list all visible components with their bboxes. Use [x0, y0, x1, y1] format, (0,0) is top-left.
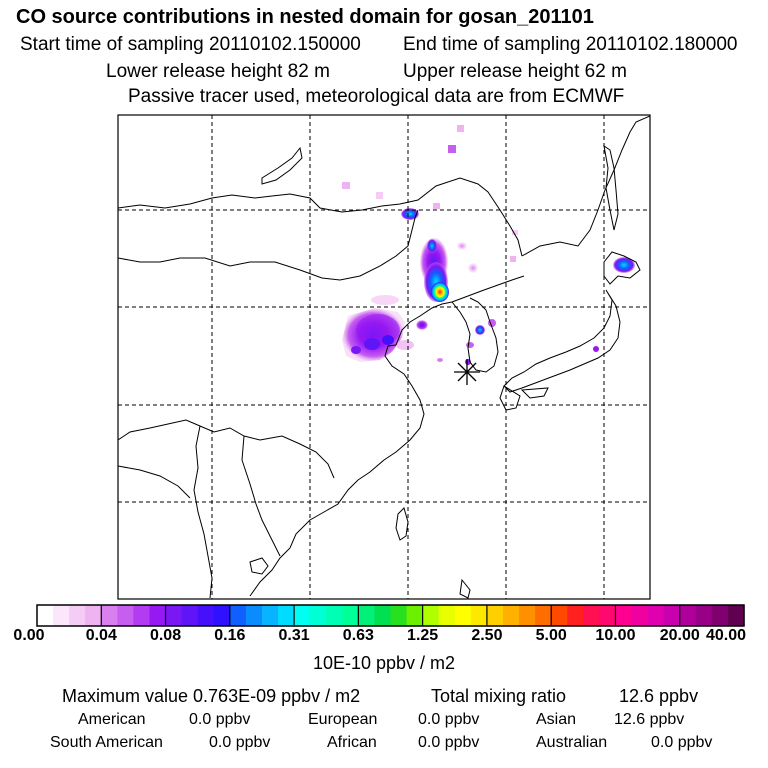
colorbar-swatch	[679, 605, 697, 626]
colorbar-swatch	[567, 605, 584, 626]
colorbar-swatch	[245, 605, 263, 626]
colorbar-swatch	[165, 605, 183, 626]
colorbar-swatch	[406, 605, 424, 626]
colorbar-swatch	[711, 605, 729, 626]
colorbar-swatch	[101, 605, 118, 626]
total-mixing-value: 12.6 ppbv	[619, 686, 699, 706]
colorbar-swatch	[37, 605, 54, 626]
region-value-asian: 12.6 ppbv	[614, 711, 685, 728]
start-time-label: Start time of sampling 20110102.150000	[20, 34, 361, 55]
colorbar-swatch	[647, 605, 665, 626]
colorbar-tick-label: 20.00	[659, 627, 700, 644]
concentration-field	[342, 125, 635, 365]
colorbar-swatch	[358, 605, 376, 626]
colorbar-swatch	[502, 605, 520, 626]
coastlines	[118, 115, 650, 599]
colorbar-tick-label: 40.00	[705, 627, 747, 644]
total-mixing-label: Total mixing ratio	[431, 686, 567, 706]
colorbar-tick-label: 1.25	[407, 627, 439, 644]
region-value-south-american: 0.0 ppbv	[209, 734, 271, 751]
colorbar-tick-label: 0.63	[342, 627, 374, 644]
colorbar-swatch	[615, 605, 633, 626]
lat-lon-grid	[118, 115, 650, 599]
colorbar-swatch	[631, 605, 649, 626]
colorbar-swatch	[53, 605, 70, 626]
region-name-african: African	[327, 734, 377, 751]
colorbar-swatch	[486, 605, 504, 626]
colorbar-swatch	[535, 605, 552, 626]
colorbar-swatch	[695, 605, 713, 626]
colorbar-tick-label: 0.16	[214, 627, 246, 644]
colorbar-tick-label: 0.31	[278, 627, 310, 644]
tracer-note: Passive tracer used, meteorological data…	[128, 86, 625, 107]
colorbar-swatch	[390, 605, 408, 626]
region-value-american: 0.0 ppbv	[189, 711, 251, 728]
colorbar-swatch	[326, 605, 343, 626]
colorbar-swatch	[149, 605, 167, 626]
region-name-south-american: South American	[50, 734, 163, 751]
colorbar-tick-label: 0.08	[149, 627, 182, 644]
lower-height-label: Lower release height 82 m	[106, 61, 330, 82]
colorbar-swatch	[727, 605, 745, 626]
colorbar-swatch	[342, 605, 359, 626]
colorbar-tick-label: 10.00	[595, 627, 636, 644]
colorbar-frame	[36, 604, 745, 627]
colorbar-tick-label: 2.50	[471, 627, 503, 644]
colorbar-swatch	[213, 605, 231, 626]
colorbar-swatch	[438, 605, 456, 626]
colorbar-swatch	[310, 605, 327, 626]
region-name-australian: Australian	[536, 734, 608, 751]
colorbar-swatch	[261, 605, 279, 626]
colorbar-swatch	[229, 605, 247, 626]
max-value-label: Maximum value 0.763E-09 ppbv / m2	[62, 686, 361, 706]
colorbar-swatch	[470, 605, 488, 626]
colorbar-unit-label: 10E-10 ppbv / m2	[312, 653, 456, 673]
colorbar-swatch	[69, 605, 86, 626]
region-name-european: European	[308, 711, 378, 728]
end-time-label: End time of sampling 20110102.180000	[403, 34, 738, 55]
colorbar	[37, 605, 745, 626]
colorbar-swatch	[278, 605, 295, 626]
colorbar-swatch	[454, 605, 472, 626]
colorbar-swatch	[551, 605, 568, 626]
colorbar-tick-label: 0.04	[85, 627, 117, 644]
colorbar-swatch	[197, 605, 215, 626]
colorbar-swatch	[294, 605, 311, 626]
region-name-american: American	[78, 711, 146, 728]
colorbar-swatch	[599, 605, 617, 626]
colorbar-swatch	[663, 605, 681, 626]
colorbar-swatch	[117, 605, 135, 626]
region-name-asian: Asian	[536, 711, 577, 728]
colorbar-tick-label: 0.00	[13, 627, 45, 644]
colorbar-tick-label: 5.00	[535, 627, 567, 644]
region-value-african: 0.0 ppbv	[418, 734, 480, 751]
region-value-australian: 0.0 ppbv	[651, 734, 713, 751]
map-frame	[117, 114, 651, 600]
upper-height-label: Upper release height 62 m	[403, 61, 627, 82]
colorbar-swatch	[583, 605, 600, 626]
region-value-european: 0.0 ppbv	[418, 711, 480, 728]
colorbar-swatch	[422, 605, 440, 626]
colorbar-swatch	[374, 605, 392, 626]
receptor-star-icon	[454, 359, 480, 385]
colorbar-swatch	[181, 605, 199, 626]
colorbar-swatch	[519, 605, 536, 626]
colorbar-swatch	[85, 605, 102, 626]
plot-title: CO source contributions in nested domain…	[16, 6, 594, 28]
colorbar-swatch	[133, 605, 151, 626]
